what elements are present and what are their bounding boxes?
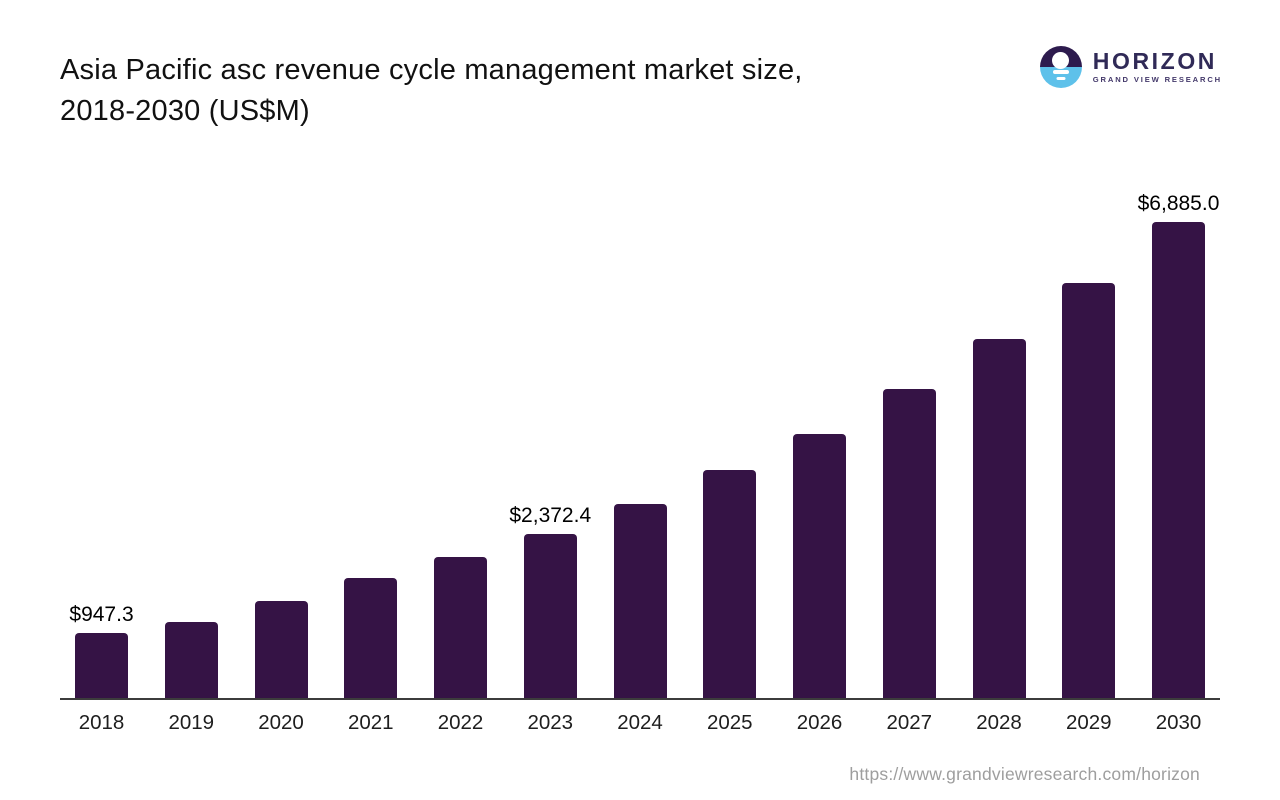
x-tick-label-2025: 2025 [706,711,753,734]
bar-2027 [882,389,936,698]
bar-value-label-2030: $6,885.0 [1137,192,1220,215]
bar-chart: $947.3 $2,372.4 $6,885.0 2018 2019 2020 2021 2… [60,150,1220,735]
bar-2020 [254,601,308,698]
x-tick-label-2027: 2027 [886,711,933,734]
page-title: Asia Pacific asc revenue cycle managemen… [60,50,803,132]
brand-name: HORIZON [1092,48,1218,75]
x-tick-label-2029: 2029 [1065,711,1112,734]
bar-column-2029 [1062,283,1116,698]
page-title-line-2: 2018-2030 (US$M) [60,95,310,127]
brand-logo: HORIZON GRAND VIEW RESEARCH [1039,46,1222,88]
x-tick-label-2021: 2021 [347,711,394,734]
bar-column-2022 [434,557,487,698]
bar-column-2021 [344,578,398,698]
x-tick-label-2026: 2026 [796,711,843,734]
bar-2024 [613,504,667,698]
logo-reflection-dash [1056,76,1066,80]
bar-2029 [1062,283,1116,698]
bar-2018 [75,633,128,698]
bar-2019 [164,622,218,698]
bar-2023 [523,534,577,698]
bar-column-2030: $6,885.0 [1138,192,1219,698]
bar-column-2018: $947.3 [69,603,134,698]
horizon-sun-icon [1039,46,1082,88]
page-title-line-1: Asia Pacific asc revenue cycle managemen… [60,54,803,86]
bar-column-2028 [972,339,1026,698]
source-url: https://www.grandviewresearch.com/horizo… [849,764,1200,784]
x-axis-line [60,698,1220,700]
brand-subtitle: GRAND VIEW RESEARCH [1092,75,1222,85]
bar-2028 [972,339,1026,698]
x-tick-label-2024: 2024 [617,711,663,734]
bar-2021 [344,578,398,698]
x-axis-labels: 2018 2019 2020 2021 2022 2023 2024 2025 2026 2027… [60,711,1220,735]
x-tick-label-2028: 2028 [976,711,1022,734]
bar-column-2026 [793,434,846,698]
bar-column-2024 [613,504,667,698]
bar-2025 [703,470,757,698]
bar-2026 [793,434,846,698]
bar-column-2025 [703,470,757,698]
x-tick-label-2020: 2020 [258,711,304,734]
logo-sun-shape [1052,52,1070,69]
x-tick-label-2030: 2030 [1155,711,1202,734]
bar-column-2020 [254,601,308,698]
bar-2022 [434,557,487,698]
bar-value-label-2018: $947.3 [69,603,134,626]
x-tick-label-2023: 2023 [527,711,574,734]
logo-reflection-dash [1052,70,1069,74]
bar-2030 [1152,222,1205,698]
x-tick-label-2018: 2018 [78,711,125,734]
bar-column-2023: $2,372.4 [509,504,591,698]
plot-area: $947.3 $2,372.4 $6,885.0 [60,150,1220,698]
brand-text: HORIZON GRAND VIEW RESEARCH [1093,50,1222,84]
bar-column-2019 [164,622,218,698]
bar-value-label-2023: $2,372.4 [509,504,592,527]
x-tick-label-2019: 2019 [168,711,215,734]
x-tick-label-2022: 2022 [437,711,484,734]
bar-column-2027 [882,389,936,698]
